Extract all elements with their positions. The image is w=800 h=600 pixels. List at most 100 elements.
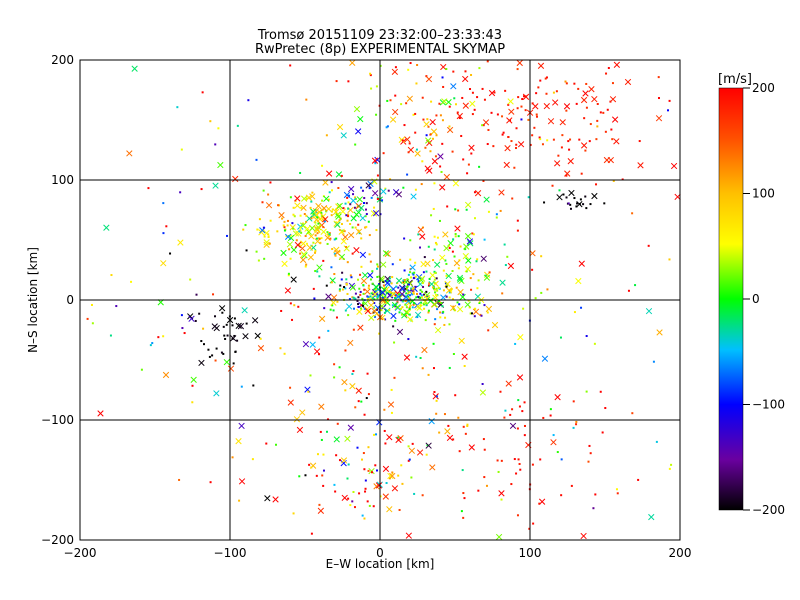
- data-point-dot: [415, 292, 418, 295]
- data-point-dot: [261, 201, 264, 204]
- data-point-dot: [657, 97, 660, 100]
- data-point-dot: [357, 400, 360, 403]
- data-point-dot: [109, 334, 112, 337]
- data-point-x: [340, 238, 347, 245]
- data-point-x: [499, 279, 506, 286]
- data-point-x: [212, 182, 219, 189]
- data-point-dot: [394, 305, 397, 308]
- data-point-dot: [305, 263, 308, 266]
- data-point-dot: [376, 265, 379, 268]
- data-point-dot: [420, 301, 423, 304]
- data-point-dot: [351, 252, 354, 255]
- data-point-x: [301, 195, 308, 202]
- data-point-dot: [435, 412, 438, 415]
- colorbar: [718, 87, 744, 511]
- data-point-dot: [501, 133, 504, 136]
- data-point-dot: [390, 282, 393, 285]
- data-point-dot: [328, 233, 331, 236]
- data-point-dot: [360, 186, 363, 189]
- data-point-dot: [438, 102, 441, 105]
- data-point-dot: [359, 273, 362, 276]
- data-point-dot: [370, 292, 373, 295]
- data-point-x: [414, 311, 422, 319]
- data-point-dot: [422, 303, 425, 306]
- data-point-dot: [407, 68, 410, 71]
- data-point-dot: [552, 138, 555, 141]
- data-point-dot: [443, 323, 446, 326]
- data-point-dot: [198, 312, 201, 315]
- data-point-dot: [384, 318, 387, 321]
- data-point-x: [359, 251, 367, 259]
- data-point-dot: [348, 298, 351, 301]
- data-point-dot: [413, 492, 416, 495]
- data-point-dot: [513, 458, 516, 461]
- data-point-dot: [382, 280, 385, 283]
- data-point-x: [418, 275, 426, 282]
- data-point-dot: [344, 389, 347, 392]
- data-point-x: [575, 277, 582, 285]
- data-point-dot: [668, 467, 671, 470]
- data-point-dot: [319, 430, 322, 433]
- data-point-x: [429, 272, 436, 279]
- data-point-dot: [289, 64, 292, 67]
- data-point-x: [457, 276, 464, 283]
- data-point-x: [373, 284, 380, 291]
- data-point-dot: [224, 337, 227, 340]
- data-point-x: [103, 224, 110, 231]
- data-point-dot: [252, 384, 255, 387]
- data-point-x: [398, 136, 405, 143]
- data-point-dot: [401, 139, 404, 142]
- data-point-dot: [414, 275, 417, 278]
- data-point-dot: [374, 288, 377, 291]
- data-point-dot: [510, 140, 513, 143]
- y-axis-ticks: −200 −100 0 100 200: [41, 53, 74, 547]
- data-point-x: [359, 214, 366, 222]
- x-axis-label: E–W location [km]: [326, 557, 435, 571]
- data-point-dot: [631, 212, 634, 215]
- data-point-dot: [222, 352, 225, 355]
- data-point-dot: [364, 479, 367, 482]
- data-point-dot: [455, 286, 458, 289]
- data-point-x: [309, 193, 316, 200]
- data-point-dot: [322, 453, 325, 456]
- data-point-dot: [595, 183, 598, 186]
- data-point-x: [556, 194, 563, 201]
- data-point-dot: [91, 322, 94, 325]
- data-point-x: [559, 119, 566, 126]
- data-point-dot: [287, 274, 290, 277]
- data-point-dot: [346, 477, 349, 480]
- data-point-dot: [483, 238, 486, 241]
- data-point-dot: [487, 210, 490, 213]
- data-point-dot: [376, 174, 379, 177]
- data-point-dot: [379, 64, 382, 67]
- data-point-dot: [458, 117, 461, 120]
- data-point-dot: [323, 307, 326, 310]
- data-point-x: [564, 170, 571, 177]
- data-point-dot: [513, 166, 516, 169]
- data-point-dot: [460, 134, 463, 137]
- data-point-dot: [330, 210, 333, 213]
- data-point-dot: [333, 238, 336, 241]
- data-point-dot: [351, 372, 354, 375]
- data-point-dot: [262, 226, 265, 229]
- data-point-x: [485, 305, 493, 313]
- data-point-dot: [214, 359, 217, 362]
- data-point-dot: [233, 334, 236, 337]
- data-point-dot: [442, 310, 445, 313]
- data-point-dot: [565, 196, 568, 199]
- data-point-x: [431, 158, 439, 165]
- data-point-dot: [428, 282, 431, 285]
- data-point-dot: [532, 522, 535, 525]
- data-point-dot: [345, 246, 348, 249]
- data-point-dot: [364, 226, 367, 229]
- data-point-dot: [420, 183, 423, 186]
- data-point-x: [432, 294, 439, 301]
- data-point-dot: [515, 127, 518, 130]
- data-point-dot: [400, 313, 403, 316]
- data-point-dot: [451, 270, 454, 273]
- data-point-dot: [130, 280, 133, 283]
- data-point-x: [126, 150, 133, 157]
- data-point-x: [335, 171, 343, 178]
- data-point-dot: [289, 302, 292, 305]
- data-point-dot: [478, 67, 481, 70]
